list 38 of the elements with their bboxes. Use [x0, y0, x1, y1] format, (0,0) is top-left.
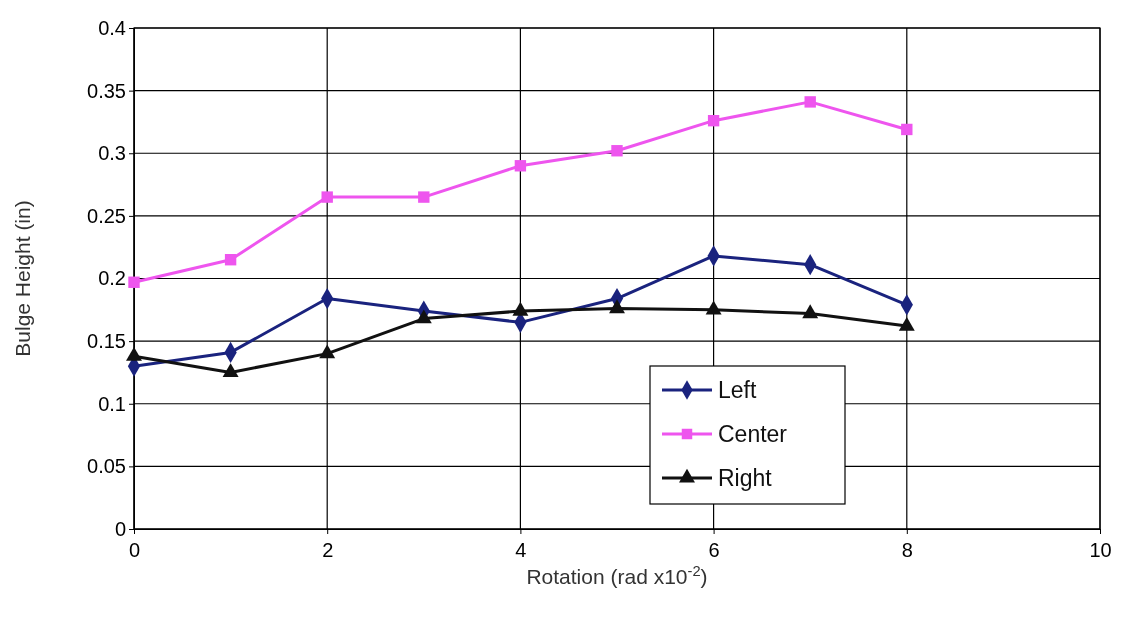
point: [705, 300, 722, 315]
point: [804, 96, 816, 108]
point: [319, 344, 336, 359]
point: [901, 123, 913, 136]
point: [418, 191, 430, 203]
point: [609, 299, 625, 314]
x-tick-label: 4: [515, 539, 527, 561]
point: [514, 160, 527, 172]
y-tick-label: 0.25: [87, 204, 126, 227]
point: [707, 114, 720, 127]
x-tick-label: 10: [1089, 539, 1112, 561]
legend-label: Center: [718, 421, 788, 447]
point: [224, 254, 237, 266]
point: [222, 363, 239, 378]
x-tick-label: 6: [708, 539, 720, 561]
legend-label: Left: [718, 377, 757, 403]
y-tick-label: 0.1: [98, 392, 126, 415]
y-tick-label: 0.3: [98, 142, 126, 165]
y-tick-label: 0.05: [87, 455, 126, 478]
y-tick-label: 0.15: [87, 330, 126, 353]
point: [415, 309, 432, 324]
y-tick-label: 0.4: [98, 16, 126, 39]
y-tick-label: 0.35: [87, 79, 126, 102]
point: [898, 316, 915, 331]
y-tick-label: 0.2: [98, 267, 126, 290]
legend-label: Right: [718, 465, 773, 491]
point: [802, 304, 819, 319]
y-axis-title: Bulge Height (in): [11, 200, 34, 357]
point: [611, 145, 623, 157]
point: [321, 191, 333, 203]
x-tick-label: 0: [128, 539, 141, 561]
y-tick-label: 0: [114, 517, 126, 540]
point: [128, 276, 140, 288]
point: [126, 346, 142, 361]
x-tick-label: 2: [322, 539, 334, 561]
x-axis-title: Rotation (rad x10$^{-2}$): [526, 563, 708, 588]
x-tick-label: 8: [901, 539, 913, 561]
point: [512, 301, 529, 316]
